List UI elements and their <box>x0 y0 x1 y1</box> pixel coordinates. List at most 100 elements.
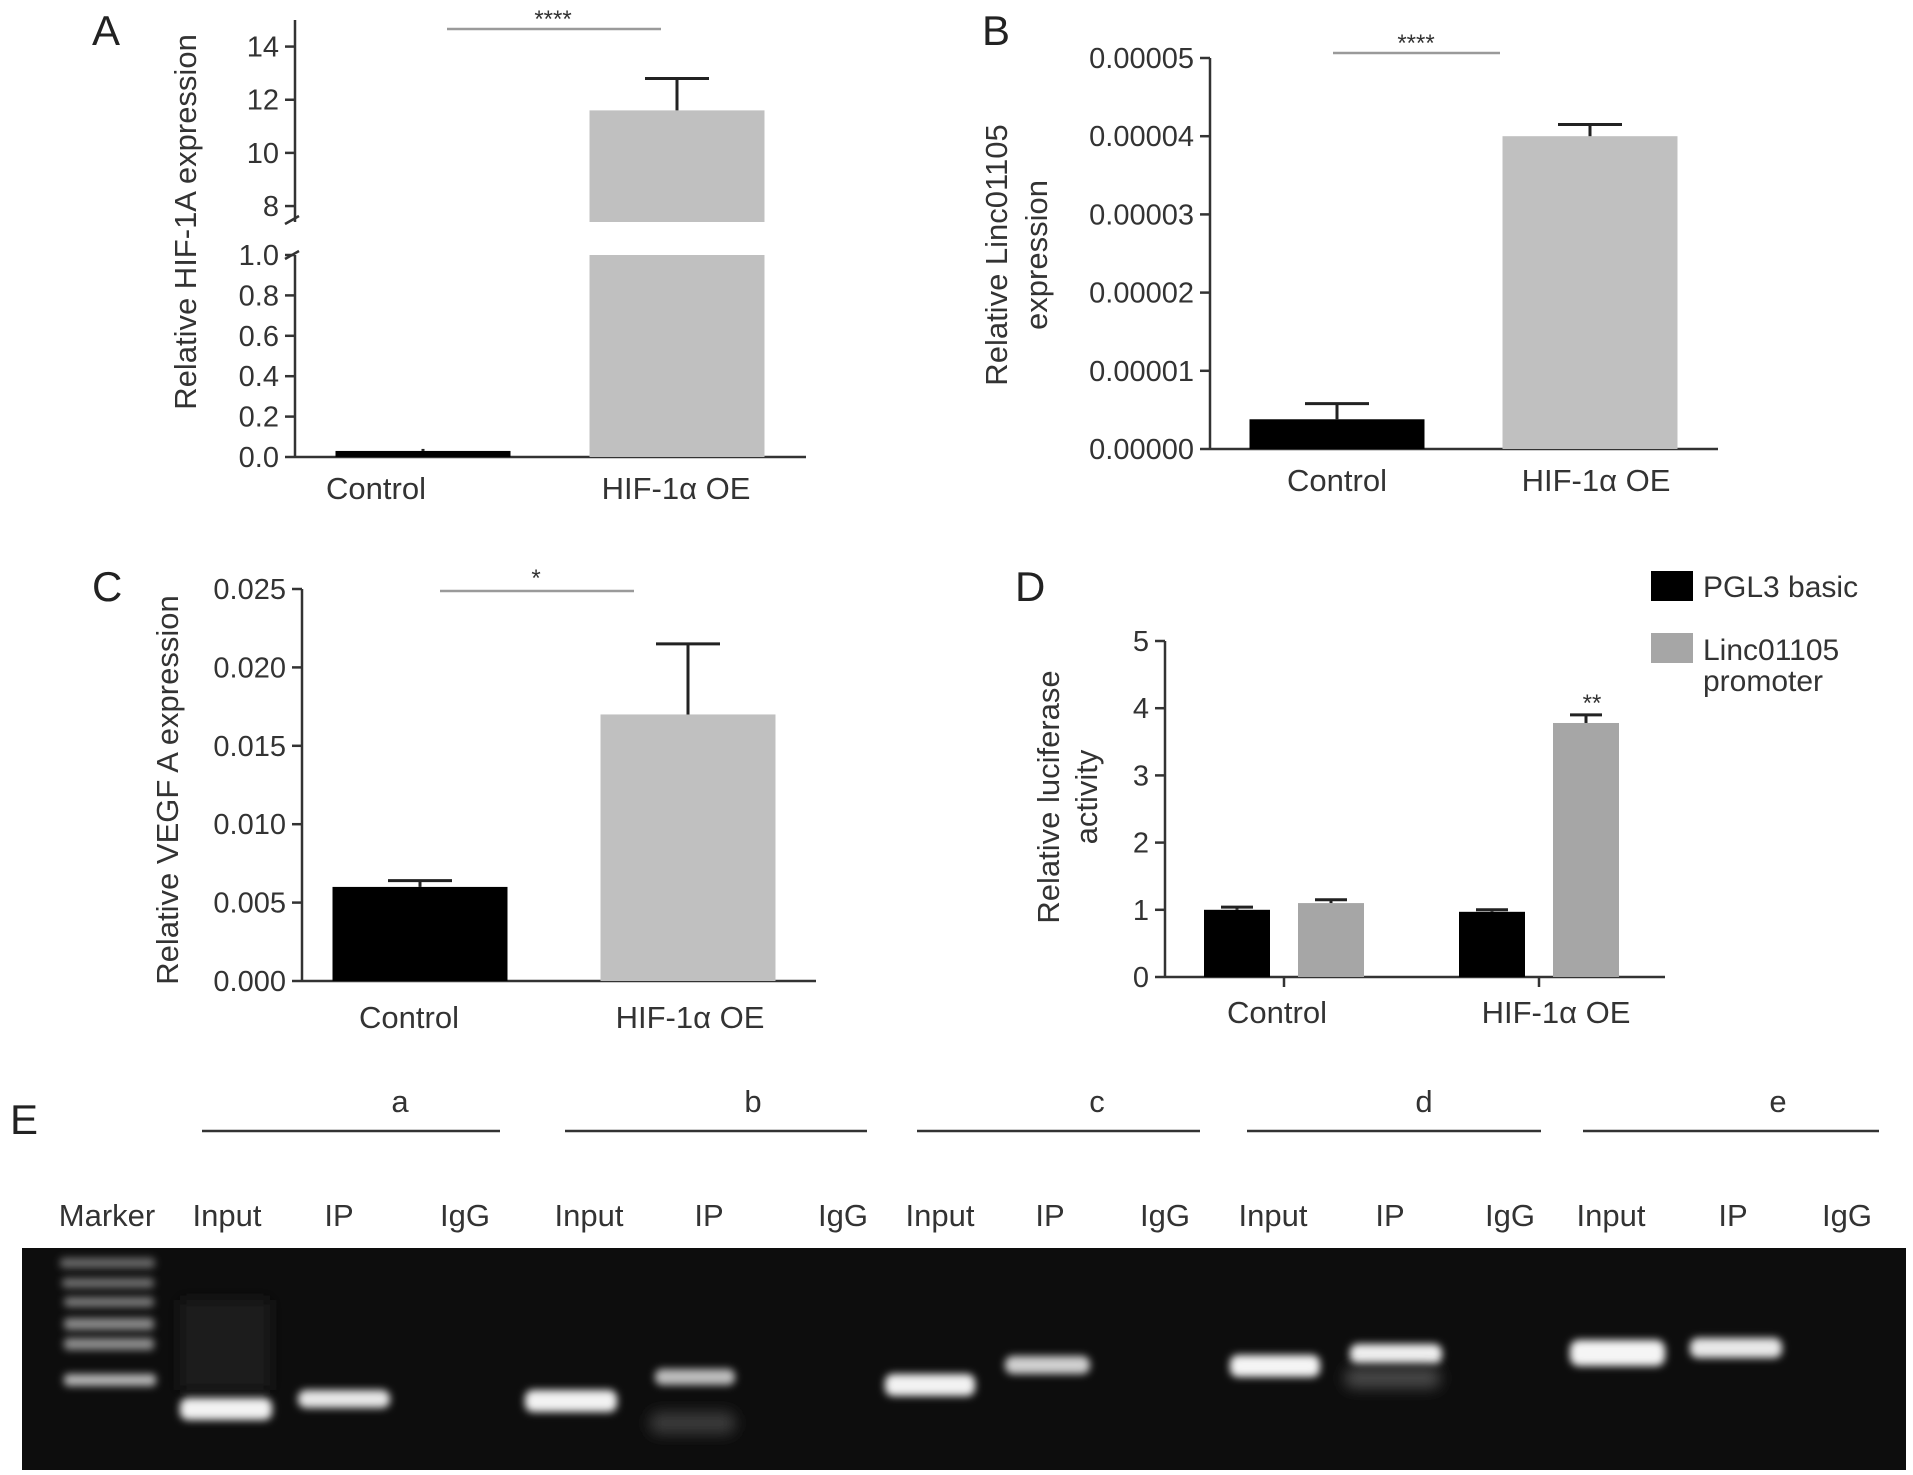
panel-a-y-tick-label: 8 <box>263 191 279 223</box>
gel-lane-label: Input <box>1239 1198 1308 1233</box>
panel-d-y-tick-label: 5 <box>1133 626 1149 658</box>
panel-d-bar <box>1298 903 1364 977</box>
panel-b-category-label: Control <box>1287 463 1387 498</box>
panel-a-y-tick-label: 0.4 <box>239 361 279 393</box>
panel-c-y-axis-label: Relative VEGF A expression <box>150 595 185 984</box>
panel-a-y-tick-label: 0.2 <box>239 402 279 434</box>
legend-label-pgl3-basic: PGL3 basic <box>1703 571 1858 604</box>
panel-a-y-tick-label: 0.0 <box>239 442 279 474</box>
panel-d-significance-marker: ** <box>1583 690 1602 717</box>
panel-d-category-label: Control <box>1227 995 1327 1030</box>
panel-d-category-label: HIF-1α OE <box>1482 995 1631 1030</box>
gel-band-b-ip <box>655 1369 735 1385</box>
panel-b-y-axis-label-line1: Relative Linc01105 <box>979 124 1014 385</box>
panel-letter-c: C <box>92 563 122 610</box>
gel-band-d-ip <box>1350 1344 1442 1364</box>
gel-lane-label: IP <box>324 1198 353 1233</box>
panel-a-bar-lower <box>589 255 765 457</box>
gel-band-c-ip <box>1005 1356 1090 1374</box>
gel-lane-label: Input <box>193 1198 262 1233</box>
panel-a-y-tick-label: 0.6 <box>239 321 279 353</box>
gel-band-a-ip <box>298 1390 390 1408</box>
panel-c: C 0.000 0.005 0.010 0.015 0.020 0.025 Relativ… <box>92 563 816 1035</box>
panel-c-category-label: HIF-1α OE <box>616 1000 765 1035</box>
panel-c-category-label: Control <box>359 1000 459 1035</box>
panel-c-y-tick-label: 0.025 <box>213 574 286 606</box>
gel-lane-label: IgG <box>1140 1198 1190 1233</box>
legend-label-linc01105-promoter-line2: promoter <box>1703 665 1823 698</box>
panel-a-axis-break-mark <box>284 214 300 226</box>
gel-group-label-d: d <box>1415 1084 1432 1119</box>
panel-c-y-tick-label: 0.000 <box>213 966 286 998</box>
gel-band-a-input <box>180 1398 272 1420</box>
panel-b-y-tick-label: 0.00000 <box>1089 434 1194 466</box>
legend-label-linc01105-promoter-line1: Linc01105 <box>1703 634 1839 667</box>
panel-letter-b: B <box>982 7 1010 54</box>
panel-d-y-tick-label: 0 <box>1133 962 1149 994</box>
gel-lane-label: IP <box>1035 1198 1064 1233</box>
panel-c-y-tick-label: 0.010 <box>213 809 286 841</box>
gel-lane-label: IgG <box>440 1198 490 1233</box>
panel-b-y-tick-label: 0.00004 <box>1089 121 1194 153</box>
legend-swatch-pgl3-basic <box>1651 571 1693 601</box>
panel-d-bar <box>1459 911 1525 977</box>
panel-c-y-tick-label: 0.015 <box>213 731 286 763</box>
gel-lane-label: IP <box>1718 1198 1747 1233</box>
panel-b-bar <box>1249 419 1425 449</box>
gel-lane-label: Input <box>555 1198 624 1233</box>
gel-lane-label: IP <box>1375 1198 1404 1233</box>
panel-a-bar-upper <box>589 110 765 222</box>
panel-b-y-tick-label: 0.00002 <box>1089 278 1194 310</box>
gel-group-label-a: a <box>391 1084 409 1119</box>
panel-c-y-tick-label: 0.020 <box>213 652 286 684</box>
panel-b-y-tick-label: 0.00003 <box>1089 199 1194 231</box>
panel-a-category-label: Control <box>326 471 426 506</box>
panel-b-y-tick-label: 0.00005 <box>1089 43 1194 75</box>
panel-e-gel: E a b c d e Marker Input IP IgG Input IP… <box>10 1084 1906 1470</box>
panel-a-y-tick-label: 0.8 <box>239 280 279 312</box>
panel-a-y-tick-label: 10 <box>247 138 279 170</box>
panel-a-y-axis-label: Relative HIF-1A expression <box>168 34 203 410</box>
gel-lane-label: Input <box>1577 1198 1646 1233</box>
panel-d-y-tick-label: 2 <box>1133 828 1149 860</box>
panel-d-y-tick-label: 1 <box>1133 895 1149 927</box>
gel-band-e-input <box>1570 1340 1665 1366</box>
panel-b-bar <box>1502 136 1678 449</box>
panel-c-significance-marker: * <box>531 565 540 592</box>
gel-lane-label: IP <box>694 1198 723 1233</box>
panel-b: B 0.00000 0.00001 0.00002 0.00003 0.00004 0.0… <box>979 7 1718 498</box>
panel-c-bar <box>600 714 776 981</box>
gel-marker-ladder <box>60 1258 156 1386</box>
gel-group-label-e: e <box>1769 1084 1786 1119</box>
panel-a-y-tick-label: 1.0 <box>239 240 279 272</box>
panel-b-y-tick-label: 0.00001 <box>1089 356 1194 388</box>
gel-smear <box>180 1300 270 1390</box>
panel-d-y-axis-label-line1: Relative luciferase <box>1031 670 1066 923</box>
gel-lane-label-marker: Marker <box>59 1198 155 1233</box>
panel-a-bar <box>335 450 511 457</box>
panel-c-bar <box>332 886 508 981</box>
panel-c-y-tick-label: 0.005 <box>213 888 286 920</box>
panel-letter-d: D <box>1015 563 1045 610</box>
panel-a-y-tick-label: 14 <box>247 32 279 64</box>
panel-a: A 0.0 0.2 0.4 0.6 0.8 1.0 8 10 12 14 Relative HIF… <box>92 6 806 506</box>
panel-d-bar <box>1204 909 1270 977</box>
panel-a-y-tick-label: 12 <box>247 85 279 117</box>
panel-letter-e: E <box>10 1096 38 1143</box>
gel-lane-label: Input <box>906 1198 975 1233</box>
gel-lane-label: IgG <box>1485 1198 1535 1233</box>
panel-d-bar <box>1553 722 1619 977</box>
panel-a-significance-marker: **** <box>534 6 571 33</box>
panel-a-category-label: HIF-1α OE <box>602 471 751 506</box>
panel-b-category-label: HIF-1α OE <box>1522 463 1671 498</box>
panel-d-y-axis-label-line2: activity <box>1069 749 1104 844</box>
gel-lane-label: IgG <box>1822 1198 1872 1233</box>
legend-swatch-linc01105-promoter <box>1651 633 1693 663</box>
gel-band-b-ip-faint <box>650 1412 735 1434</box>
panel-d-y-tick-label: 4 <box>1133 693 1149 725</box>
gel-band-b-input <box>525 1390 617 1412</box>
gel-band-c-input <box>885 1374 975 1396</box>
panel-b-significance-marker: **** <box>1397 30 1434 57</box>
gel-group-label-b: b <box>744 1084 761 1119</box>
